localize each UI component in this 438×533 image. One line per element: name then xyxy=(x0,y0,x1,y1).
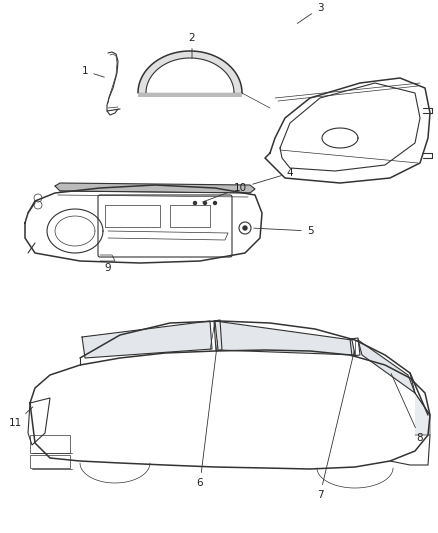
Polygon shape xyxy=(415,393,430,435)
Text: 6: 6 xyxy=(197,341,218,488)
Polygon shape xyxy=(138,51,242,93)
Polygon shape xyxy=(358,340,415,393)
Bar xyxy=(138,93,242,97)
Polygon shape xyxy=(55,183,255,193)
Polygon shape xyxy=(82,321,212,358)
Bar xyxy=(170,205,210,227)
Text: 9: 9 xyxy=(105,257,114,273)
Bar xyxy=(30,455,70,468)
Circle shape xyxy=(243,226,247,230)
Text: 8: 8 xyxy=(391,374,423,443)
Circle shape xyxy=(213,201,216,205)
Bar xyxy=(105,205,160,227)
Text: 11: 11 xyxy=(8,407,33,428)
Circle shape xyxy=(194,201,197,205)
Text: 2: 2 xyxy=(189,33,195,58)
Text: 7: 7 xyxy=(317,351,354,500)
Text: 5: 5 xyxy=(254,226,313,236)
Text: 10: 10 xyxy=(203,183,247,202)
Polygon shape xyxy=(215,321,355,355)
Bar xyxy=(30,435,70,453)
Text: 1: 1 xyxy=(82,66,104,77)
Circle shape xyxy=(204,201,206,205)
Text: 3: 3 xyxy=(297,3,323,23)
Text: 4: 4 xyxy=(253,168,293,184)
